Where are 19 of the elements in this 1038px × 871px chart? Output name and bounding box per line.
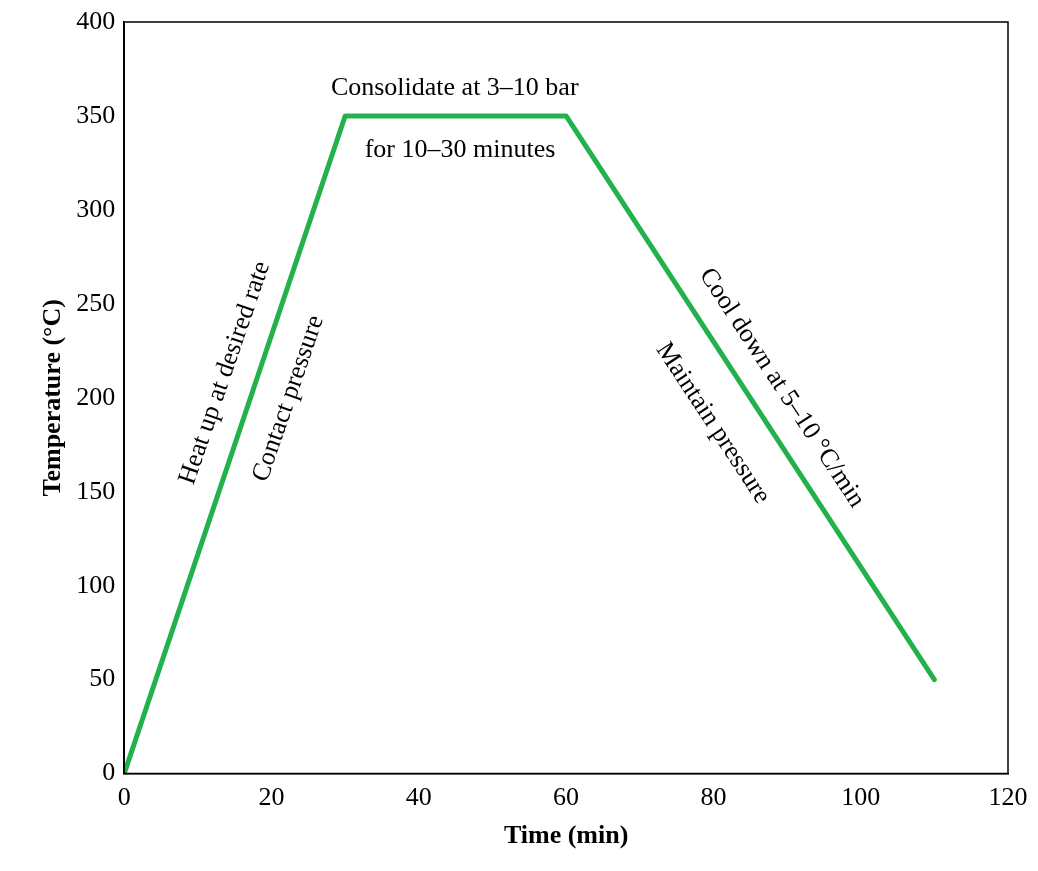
y-tick-label: 250: [76, 287, 116, 317]
y-tick-label: 400: [76, 5, 116, 35]
y-tick-label: 0: [102, 757, 116, 787]
y-tick-label: 100: [76, 569, 116, 599]
x-tick-label: 40: [405, 782, 432, 812]
y-tick-label: 200: [76, 381, 116, 411]
x-tick-label: 20: [258, 782, 285, 812]
x-axis-title: Time (min): [503, 820, 629, 850]
y-tick-label: 150: [76, 475, 116, 505]
y-tick-label: 350: [76, 99, 116, 129]
x-tick-label: 80: [700, 782, 727, 812]
x-tick-label: 120: [988, 782, 1028, 812]
y-tick-label: 50: [89, 663, 116, 693]
annotation: for 10–30 minutes: [364, 133, 556, 163]
y-axis-title: Temperature (°C): [37, 299, 67, 497]
x-tick-label: 100: [841, 782, 881, 812]
annotation: Consolidate at 3–10 bar: [330, 71, 579, 101]
y-tick-label: 300: [76, 193, 116, 223]
x-tick-label: 60: [553, 782, 580, 812]
